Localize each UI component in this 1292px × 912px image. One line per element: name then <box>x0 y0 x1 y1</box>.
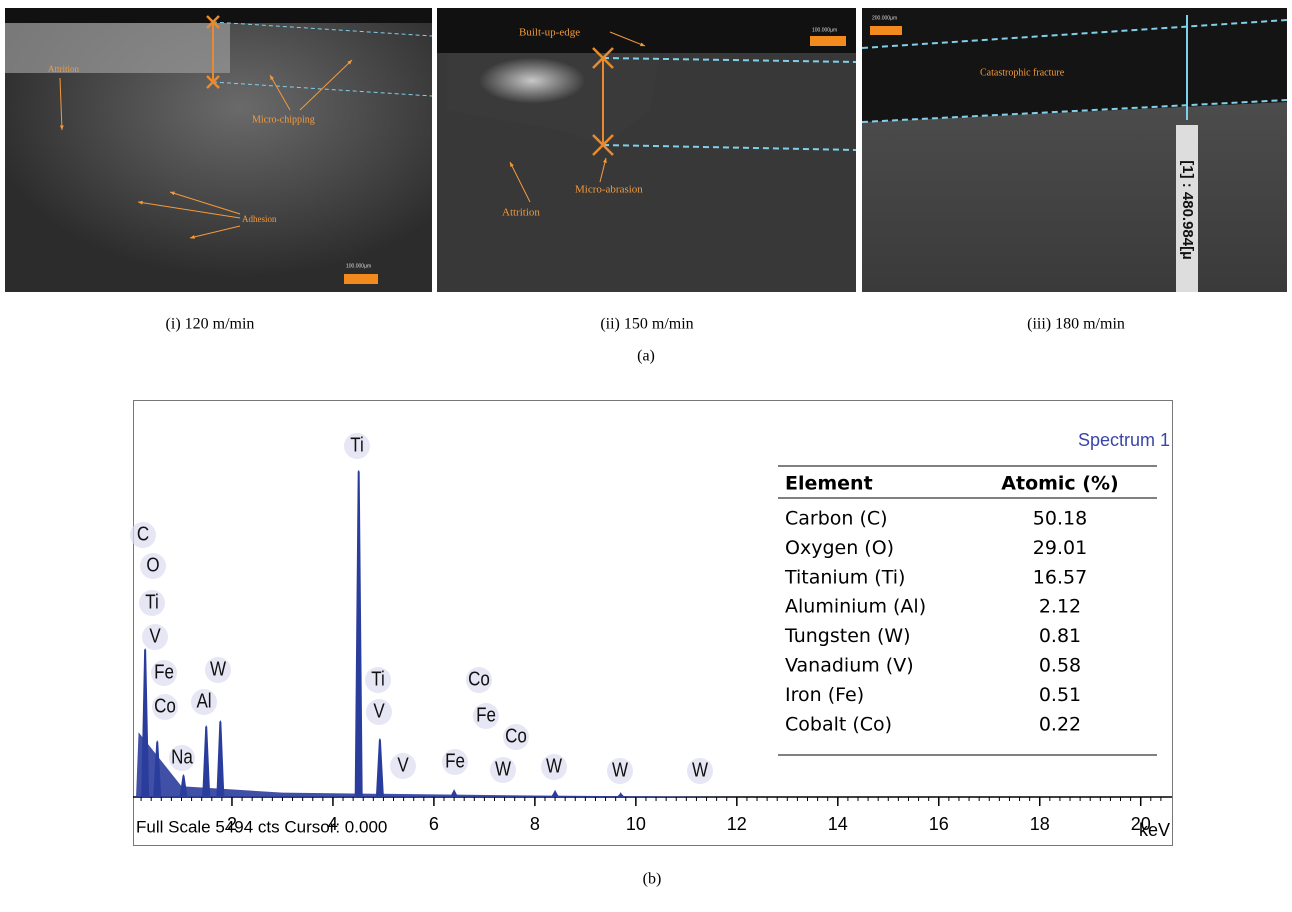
label: Na <box>171 745 193 768</box>
label: Vanadium (V) <box>785 655 914 677</box>
label: [1] : 480.984[µ <box>1179 160 1196 260</box>
label: O <box>146 553 159 576</box>
label: (ii) 150 m/min <box>600 316 693 333</box>
label: W <box>546 754 562 777</box>
label: 0.22 <box>1039 713 1081 735</box>
label: 0.58 <box>1039 655 1081 677</box>
label: 6 <box>429 814 439 834</box>
label: Aluminium (Al) <box>785 596 926 618</box>
label: Cobalt (Co) <box>785 713 892 735</box>
label: Spectrum 1 <box>1078 430 1170 450</box>
label: (i) 120 m/min <box>166 316 255 333</box>
label: C <box>137 522 149 545</box>
label: Fe <box>476 703 496 726</box>
label: Ti <box>350 433 364 456</box>
label: 16 <box>929 814 949 834</box>
label: 0.51 <box>1039 684 1081 706</box>
label: Attrition <box>48 64 79 74</box>
edge <box>437 8 856 53</box>
label: Element <box>785 473 873 495</box>
label: Co <box>154 694 176 717</box>
label: 100.000µm <box>346 263 371 269</box>
label: Oxygen (O) <box>785 537 894 559</box>
label: 50.18 <box>1033 508 1087 530</box>
label: Iron (Fe) <box>785 684 864 706</box>
label: Co <box>468 667 490 690</box>
label: 200.000µm <box>872 15 897 21</box>
scale-bar <box>344 274 378 284</box>
label: Adhesion <box>242 214 277 224</box>
label: Ti <box>371 667 385 690</box>
label: Micro-abrasion <box>575 184 643 196</box>
label: Carbon (C) <box>785 508 888 530</box>
label: 29.01 <box>1033 537 1087 559</box>
label: (iii) 180 m/min <box>1027 316 1125 333</box>
label: keV <box>1139 820 1170 840</box>
label: 14 <box>828 814 848 834</box>
label: 16.57 <box>1033 566 1087 588</box>
chart-frame <box>134 401 1173 846</box>
label: W <box>495 757 511 780</box>
label: Built-up-edge <box>519 27 580 39</box>
label: 18 <box>1030 814 1050 834</box>
label: Attrition <box>502 207 540 219</box>
label: 12 <box>727 814 747 834</box>
figure: Attrition Micro-chipping Adhesion 100.000µm… <box>0 0 1292 912</box>
scale-bar <box>870 26 902 35</box>
label: Al <box>196 689 211 712</box>
label: V <box>149 624 161 647</box>
label: V <box>373 699 385 722</box>
label: 100.000µm <box>812 27 837 33</box>
label: W <box>210 657 226 680</box>
label: Fe <box>445 749 465 772</box>
label: Catastrophic fracture <box>980 67 1065 78</box>
label: W <box>692 758 708 781</box>
label: 2.12 <box>1039 596 1081 618</box>
label: V <box>397 753 409 776</box>
wear-zone <box>5 23 230 73</box>
label: 10 <box>626 814 646 834</box>
label: Tungsten (W) <box>784 625 911 647</box>
label: (a) <box>637 348 655 365</box>
scale-bar <box>810 36 846 46</box>
label: Co <box>505 724 527 747</box>
label: Titanium (Ti) <box>784 566 905 588</box>
label: Micro-chipping <box>252 114 315 125</box>
label: Atomic (%) <box>1001 473 1118 495</box>
label: Ti <box>145 590 159 613</box>
label: 8 <box>530 814 540 834</box>
label: (b) <box>643 871 662 888</box>
label: Fe <box>154 660 174 683</box>
label: W <box>612 758 628 781</box>
label: 0.81 <box>1039 625 1081 647</box>
label: Full Scale 5494 cts Cursor: 0.000 <box>136 817 387 836</box>
